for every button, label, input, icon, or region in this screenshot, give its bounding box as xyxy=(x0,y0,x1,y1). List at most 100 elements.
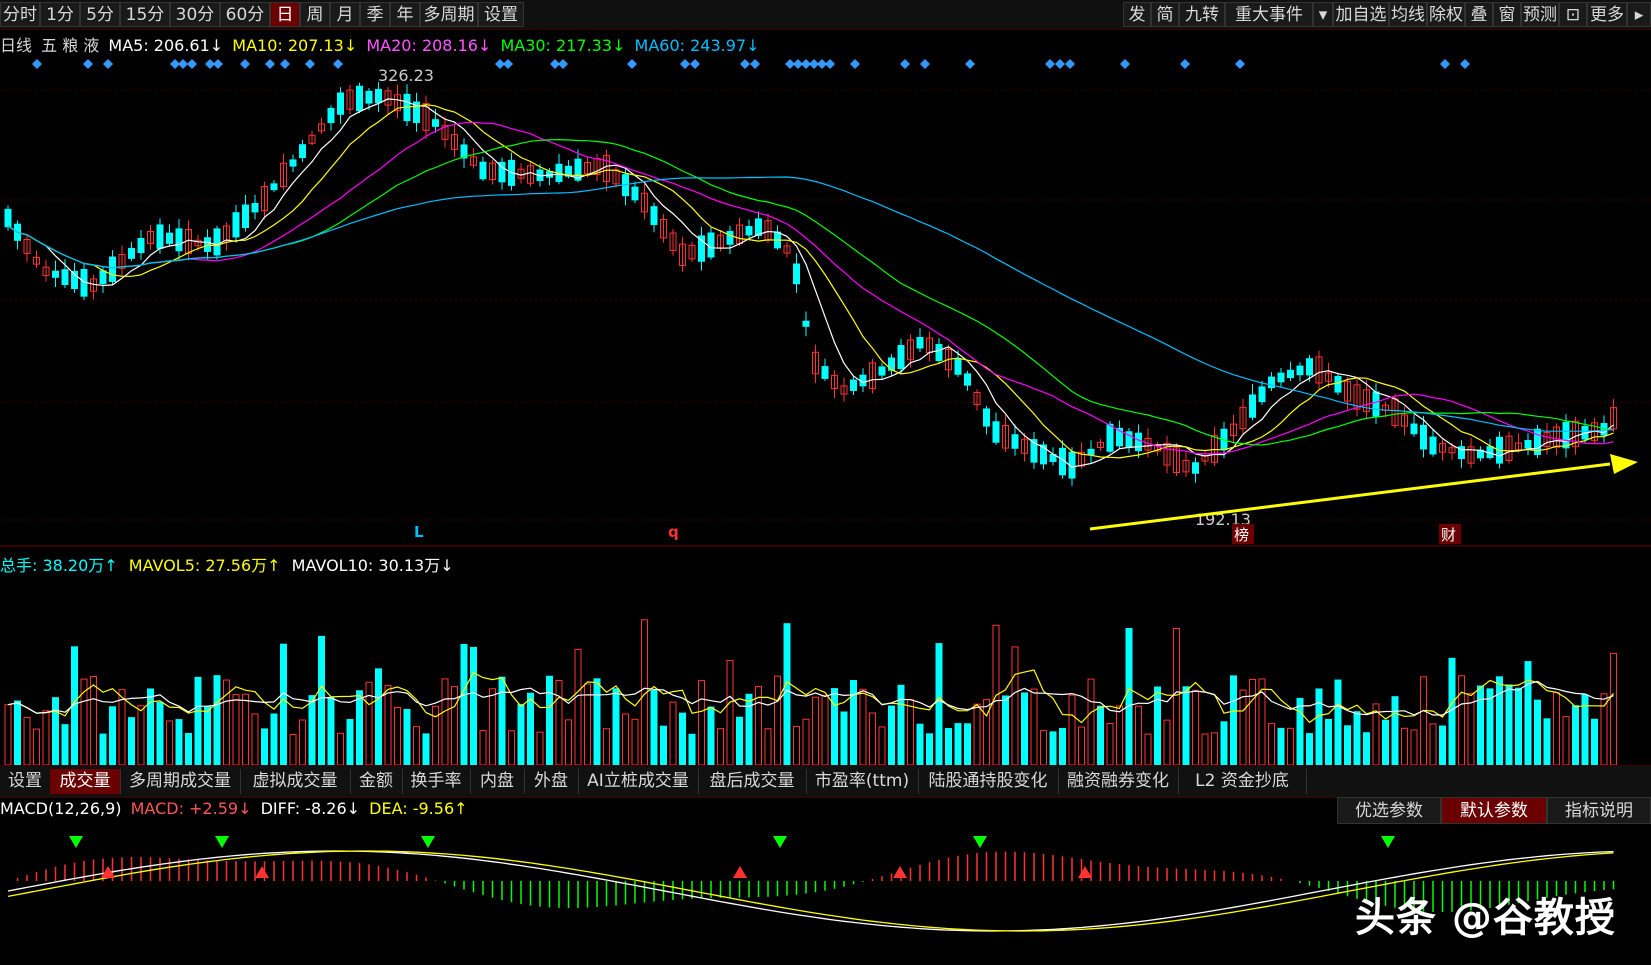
volume-bar xyxy=(23,716,31,766)
event-diamonds[interactable] xyxy=(32,59,1470,69)
stock-name: 五 粮 液 xyxy=(41,36,100,55)
indicator-tab-5[interactable]: 换手率 xyxy=(402,769,471,794)
toolbar-button-5[interactable]: 加自选 xyxy=(1333,2,1389,27)
candle-body xyxy=(802,320,810,327)
period-tab-0[interactable]: 分时 xyxy=(0,2,40,27)
kline-period-label: 日线 xyxy=(0,36,33,55)
volume-bar xyxy=(859,688,867,766)
sell-arrow-icon xyxy=(773,836,787,848)
volume-bar xyxy=(1543,718,1551,766)
volume-bar xyxy=(1344,725,1351,766)
indicator-tab-7[interactable]: 外盘 xyxy=(524,769,579,794)
candle-body xyxy=(204,237,211,252)
volume-bar xyxy=(156,701,164,766)
volume-bar xyxy=(717,728,724,766)
candle-body xyxy=(1002,424,1009,449)
marker-bang[interactable]: 榜 xyxy=(1234,526,1249,544)
volume-bar xyxy=(346,719,354,766)
volume-bar xyxy=(1239,689,1247,766)
period-tab-11[interactable]: 多周期 xyxy=(420,2,478,27)
toolbar-button-11[interactable]: ⊡ xyxy=(1559,2,1587,27)
period-tab-10[interactable]: 年 xyxy=(390,2,420,27)
toolbar-button-2[interactable]: 九转 xyxy=(1179,2,1225,27)
toolbar-button-3[interactable]: 重大事件 xyxy=(1225,2,1313,27)
candle-body xyxy=(23,238,31,255)
param-button-1[interactable]: 默认参数 xyxy=(1441,797,1547,824)
mavol5-value: MAVOL5: 27.56万↑ xyxy=(128,556,281,575)
marker-q[interactable]: q xyxy=(668,523,679,541)
period-tab-5[interactable]: 60分 xyxy=(220,2,270,27)
toolbar-button-9[interactable]: 窗 xyxy=(1493,2,1521,27)
candle-body xyxy=(194,239,202,247)
period-tab-2[interactable]: 5分 xyxy=(80,2,120,27)
volume-bar xyxy=(688,733,696,766)
ma5-line xyxy=(7,98,1614,468)
toolbar-button-7[interactable]: 除权 xyxy=(1427,2,1465,27)
toolbar-button-6[interactable]: 均线 xyxy=(1389,2,1427,27)
candle-body xyxy=(175,228,183,252)
indicator-tab-6[interactable]: 内盘 xyxy=(470,769,525,794)
toolbar-button-8[interactable]: 叠 xyxy=(1465,2,1493,27)
volume-bar xyxy=(603,728,610,766)
candle-body xyxy=(869,362,876,390)
indicator-tab-13[interactable]: L2 资金抄底 xyxy=(1178,769,1307,794)
volume-bar xyxy=(945,728,952,766)
volume-bar xyxy=(356,690,363,766)
period-tab-7[interactable]: 周 xyxy=(300,2,330,27)
period-tab-3[interactable]: 15分 xyxy=(120,2,170,27)
period-tab-12[interactable]: 设置 xyxy=(478,2,524,27)
indicator-tab-10[interactable]: 市盈率(ttm) xyxy=(806,769,919,794)
candle-body xyxy=(1306,358,1313,376)
candle-body xyxy=(1268,376,1275,389)
param-button-2[interactable]: 指标说明 xyxy=(1547,797,1651,824)
volume-bar xyxy=(1401,727,1408,766)
toolbar-button-0[interactable]: 发 xyxy=(1123,2,1151,27)
marker-l[interactable]: L xyxy=(414,523,424,541)
volume-bar xyxy=(1524,661,1532,766)
indicator-tab-12[interactable]: 融资融券变化 xyxy=(1058,769,1179,794)
indicator-tab-4[interactable]: 金额 xyxy=(350,769,403,794)
volume-bar xyxy=(983,699,990,766)
volume-bar xyxy=(451,686,458,766)
watermark: 头条 @谷教授 xyxy=(1355,895,1616,941)
toolbar-button-13[interactable]: ▸ xyxy=(1627,2,1651,27)
indicator-tab-0[interactable]: 设置 xyxy=(0,769,51,794)
indicator-tab-8[interactable]: AI立桩成交量 xyxy=(578,769,699,794)
volume-bar xyxy=(1562,716,1570,766)
candle-body xyxy=(118,253,126,269)
param-button-0[interactable]: 优选参数 xyxy=(1337,797,1441,824)
volume-bar xyxy=(1496,676,1503,766)
indicator-tab-11[interactable]: 陆股通持股变化 xyxy=(918,769,1059,794)
macd-chart[interactable] xyxy=(0,826,1651,965)
marker-cai[interactable]: 财 xyxy=(1441,526,1456,544)
volume-bar xyxy=(1030,688,1038,766)
mavol5-line xyxy=(7,669,1614,724)
period-tab-9[interactable]: 季 xyxy=(360,2,390,27)
candle-body xyxy=(1363,389,1370,412)
indicator-tab-9[interactable]: 盘后成交量 xyxy=(698,769,807,794)
price-chart[interactable]: 326.23 192.13 L q 榜 财 xyxy=(0,50,1651,770)
volume-bar xyxy=(1068,694,1076,766)
candle-body xyxy=(299,144,306,159)
toolbar-button-4[interactable]: ▾ xyxy=(1313,2,1333,27)
volume-bar xyxy=(4,704,12,766)
indicator-tab-1[interactable]: 成交量 xyxy=(50,769,121,794)
toolbar-button-10[interactable]: 预测 xyxy=(1521,2,1559,27)
indicator-tab-2[interactable]: 多周期成交量 xyxy=(120,769,241,794)
period-tab-8[interactable]: 月 xyxy=(330,2,360,27)
period-tab-1[interactable]: 1分 xyxy=(40,2,80,27)
volume-bar xyxy=(460,643,468,766)
volume-bar xyxy=(270,713,278,766)
event-diamond-icon xyxy=(170,59,180,69)
toolbar-button-1[interactable]: 简 xyxy=(1151,2,1179,27)
volume-bar xyxy=(1116,705,1123,766)
volume-bar xyxy=(498,676,506,766)
volume-bar xyxy=(1515,687,1522,766)
volume-bar xyxy=(783,623,791,766)
indicator-tab-3[interactable]: 虚拟成交量 xyxy=(240,769,351,794)
period-tab-6[interactable]: 日 xyxy=(270,2,300,27)
toolbar-button-12[interactable]: 更多 xyxy=(1587,2,1627,27)
event-diamond-icon xyxy=(801,59,811,69)
buy-arrow-icon xyxy=(733,866,747,878)
period-tab-4[interactable]: 30分 xyxy=(170,2,220,27)
